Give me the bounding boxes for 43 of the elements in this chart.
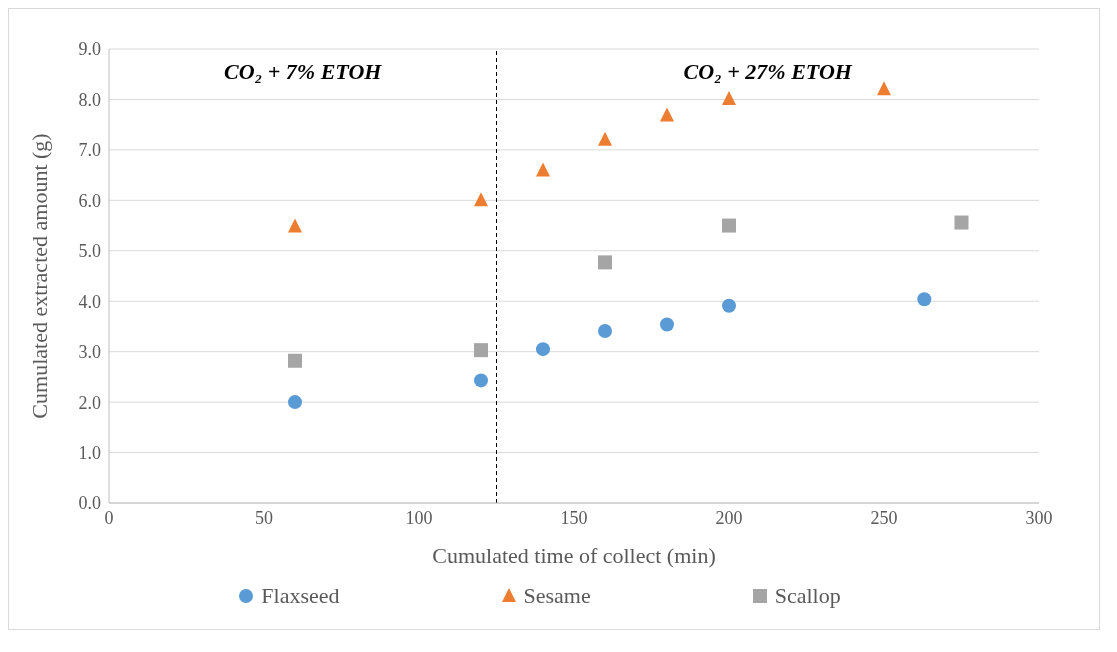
y-tick-label: 2.0 (78, 392, 101, 413)
point (474, 373, 488, 388)
point (288, 218, 302, 233)
x-tick-label: 250 (870, 507, 898, 528)
x-tick-label: 50 (255, 507, 273, 528)
y-tick-label: 7.0 (78, 140, 101, 161)
point (536, 162, 550, 177)
x-tick-label: 100 (405, 507, 433, 528)
point (474, 192, 488, 207)
y-tick-label: 5.0 (78, 241, 101, 262)
annotation: CO₂ + 27% ETOH (683, 59, 853, 84)
point (954, 215, 969, 230)
legend-label: Flaxseed (261, 583, 340, 609)
point (288, 353, 302, 368)
x-tick-label: 200 (715, 507, 743, 528)
y-tick-label: 8.0 (78, 89, 101, 110)
point (722, 298, 736, 313)
x-tick-label: 150 (560, 507, 588, 528)
point (722, 218, 736, 233)
point (877, 81, 891, 96)
point (722, 90, 736, 105)
x-tick-label: 0 (104, 507, 114, 528)
y-tick-label: 0.0 (78, 493, 101, 514)
y-tick-label: 1.0 (78, 442, 101, 463)
point (536, 342, 550, 357)
point (598, 323, 612, 338)
point (660, 107, 674, 122)
y-axis-title: Cumulated extracted amount (g) (26, 133, 52, 419)
annotation: CO₂ + 7% ETOH (224, 59, 383, 84)
point (598, 255, 612, 270)
legend-label: Sesame (523, 583, 591, 609)
y-tick-label: 3.0 (78, 342, 101, 363)
point (598, 131, 612, 146)
y-tick-label: 9.0 (78, 39, 101, 60)
point (474, 343, 488, 358)
x-axis-title: Cumulated time of collect (min) (432, 543, 716, 568)
y-tick-label: 4.0 (78, 291, 101, 312)
point (917, 292, 932, 307)
y-tick-label: 6.0 (78, 190, 101, 211)
point (660, 317, 674, 332)
x-tick-label: 300 (1025, 507, 1053, 528)
point (288, 395, 302, 410)
legend-label: Scallop (774, 583, 841, 609)
